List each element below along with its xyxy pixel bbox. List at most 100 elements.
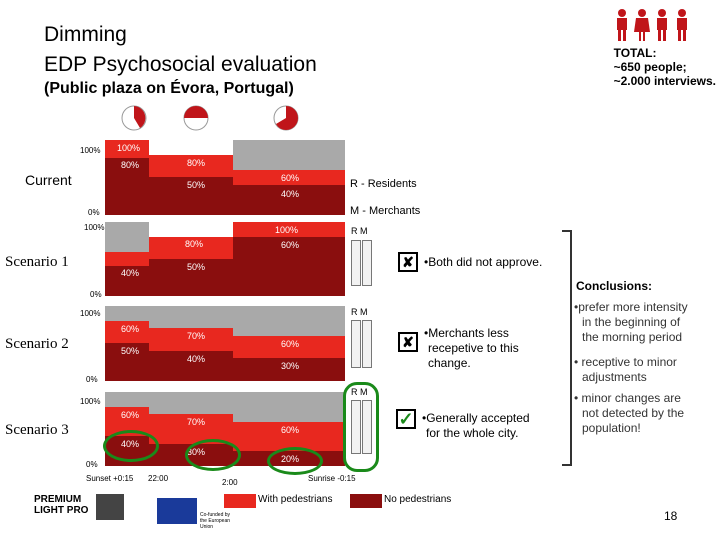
subtitle: (Public plaza on Évora, Portugal) — [44, 80, 294, 97]
title-line2: EDP Psychosocial evaluation — [44, 53, 317, 76]
conclusion-line: adjustments — [582, 370, 647, 384]
chart-scenario1: 80% 100% 60% 40% 50% — [105, 222, 345, 296]
logo-text: PREMIUM LIGHT PRO — [34, 494, 89, 516]
resident-slider — [351, 320, 361, 368]
highlight-circle — [343, 382, 379, 472]
bar — [233, 358, 345, 381]
bar-label: 100% — [117, 143, 141, 153]
resident-slider — [351, 240, 361, 286]
axis-0: 0% — [86, 375, 98, 384]
eu-flag-icon — [157, 498, 197, 524]
bar-label: 80% — [185, 239, 204, 249]
conclusion-line: • receptive to minor — [574, 355, 677, 369]
bar — [105, 343, 149, 381]
highlight-circle — [185, 439, 241, 471]
verdict-s2: •Merchants less recepetive to this chang… — [424, 326, 519, 371]
bar-label: 40% — [187, 354, 206, 364]
bar — [233, 185, 345, 215]
bar-label: 50% — [121, 346, 140, 356]
eu-caption: Co-funded by the European Union — [200, 512, 231, 530]
bar — [233, 237, 345, 296]
clock-icon — [272, 104, 300, 137]
page-number: 18 — [664, 509, 678, 523]
axis-100: 100% — [80, 146, 101, 155]
row-label-current: Current — [25, 172, 72, 188]
rm-label: R M — [351, 226, 368, 236]
rm-label: R M — [351, 387, 368, 397]
row-label-scenario3: Scenario 3 — [5, 422, 69, 438]
conclusion-line: •prefer more intensity — [574, 300, 688, 314]
axis-100: 100% — [80, 309, 101, 318]
bar-label: 70% — [187, 331, 206, 341]
bar — [105, 158, 149, 215]
conclusion-2: • receptive to minor adjustments — [574, 355, 720, 385]
highlight-circle — [267, 447, 323, 475]
bar-label: 100% — [275, 225, 299, 235]
resident-slider — [351, 400, 361, 454]
total-interviews: ~2.000 interviews. — [613, 74, 716, 88]
bar-label: 80% — [121, 160, 140, 170]
verdict-s2-line: •Merchants less — [424, 326, 509, 340]
bar-label: 50% — [187, 262, 206, 272]
merchant-slider — [362, 400, 372, 454]
time-200: 2:00 — [222, 478, 238, 487]
conclusion-line: • minor changes are — [574, 391, 681, 405]
verdict-s1: •Both did not approve. — [424, 255, 543, 269]
rm-label: R M — [351, 307, 368, 317]
conclusion-line: population! — [582, 421, 641, 435]
bar-label: 40% — [281, 189, 300, 199]
bar — [149, 177, 233, 215]
verdict-s2-line: recepetive to this — [428, 341, 519, 355]
row-label-scenario1: Scenario 1 — [5, 254, 69, 270]
chart-current: 100% 80% 80% 50% 60% 40% — [105, 140, 345, 215]
legend-with-ped: With pedestrians — [258, 494, 333, 505]
conclusion-line: in the beginning of — [582, 315, 681, 329]
axis-100: 100% — [84, 223, 105, 232]
time-sunrise: Sunrise -0:15 — [308, 474, 356, 483]
bar-label: 60% — [121, 410, 140, 420]
conclusions-title: Conclusions: — [576, 279, 653, 293]
bar — [105, 266, 149, 296]
axis-0: 0% — [86, 460, 98, 469]
bar-label: 60% — [281, 339, 300, 349]
legend-no-ped: No pedestrians — [384, 494, 452, 505]
conclusion-3: • minor changes are not detected by the … — [574, 391, 720, 436]
legend-swatch-with — [224, 494, 256, 508]
accept-icon: ✓ — [396, 409, 416, 429]
verdict-s2-line: change. — [428, 356, 471, 370]
conclusion-line: the morning period — [582, 330, 683, 344]
bar-label: 30% — [281, 361, 300, 371]
time-2200: 22:00 — [148, 474, 169, 483]
legend-merchants: M - Merchants — [350, 205, 421, 217]
reject-icon: ✘ — [398, 332, 418, 352]
bar-label: 60% — [121, 324, 140, 334]
verdict-s3: •Generally accepted for the whole city. — [422, 411, 530, 441]
axis-0: 0% — [90, 290, 102, 299]
conclusion-1: •prefer more intensity in the beginning … — [574, 300, 720, 345]
axis-0: 0% — [88, 208, 100, 217]
merchant-slider — [362, 240, 372, 286]
legend-swatch-no — [350, 494, 382, 508]
building-icon — [96, 494, 124, 520]
bar-label: 80% — [187, 158, 206, 168]
people-icon — [612, 8, 692, 47]
bar-label: 60% — [281, 425, 300, 435]
bar — [149, 351, 233, 381]
total-block: TOTAL: ~650 people; ~2.000 interviews. — [614, 46, 716, 88]
merchant-slider — [362, 320, 372, 368]
bar-label: 60% — [281, 173, 300, 183]
axis-100: 100% — [80, 397, 101, 406]
clock-icon — [182, 104, 210, 137]
bracket — [562, 230, 572, 466]
bar-label: 50% — [187, 180, 206, 190]
premium-light-logo: PREMIUM LIGHT PRO — [34, 494, 94, 516]
time-sunset: Sunset +0:15 — [86, 474, 134, 483]
highlight-circle — [103, 430, 159, 462]
legend-residents: R - Residents — [350, 178, 417, 190]
bar-label: 70% — [187, 417, 206, 427]
chart-scenario2: 60% 50% 70% 40% 60% 30% — [105, 306, 345, 381]
bar-label: 40% — [121, 268, 140, 278]
clock-icon — [120, 104, 148, 137]
conclusion-line: not detected by the — [582, 406, 685, 420]
